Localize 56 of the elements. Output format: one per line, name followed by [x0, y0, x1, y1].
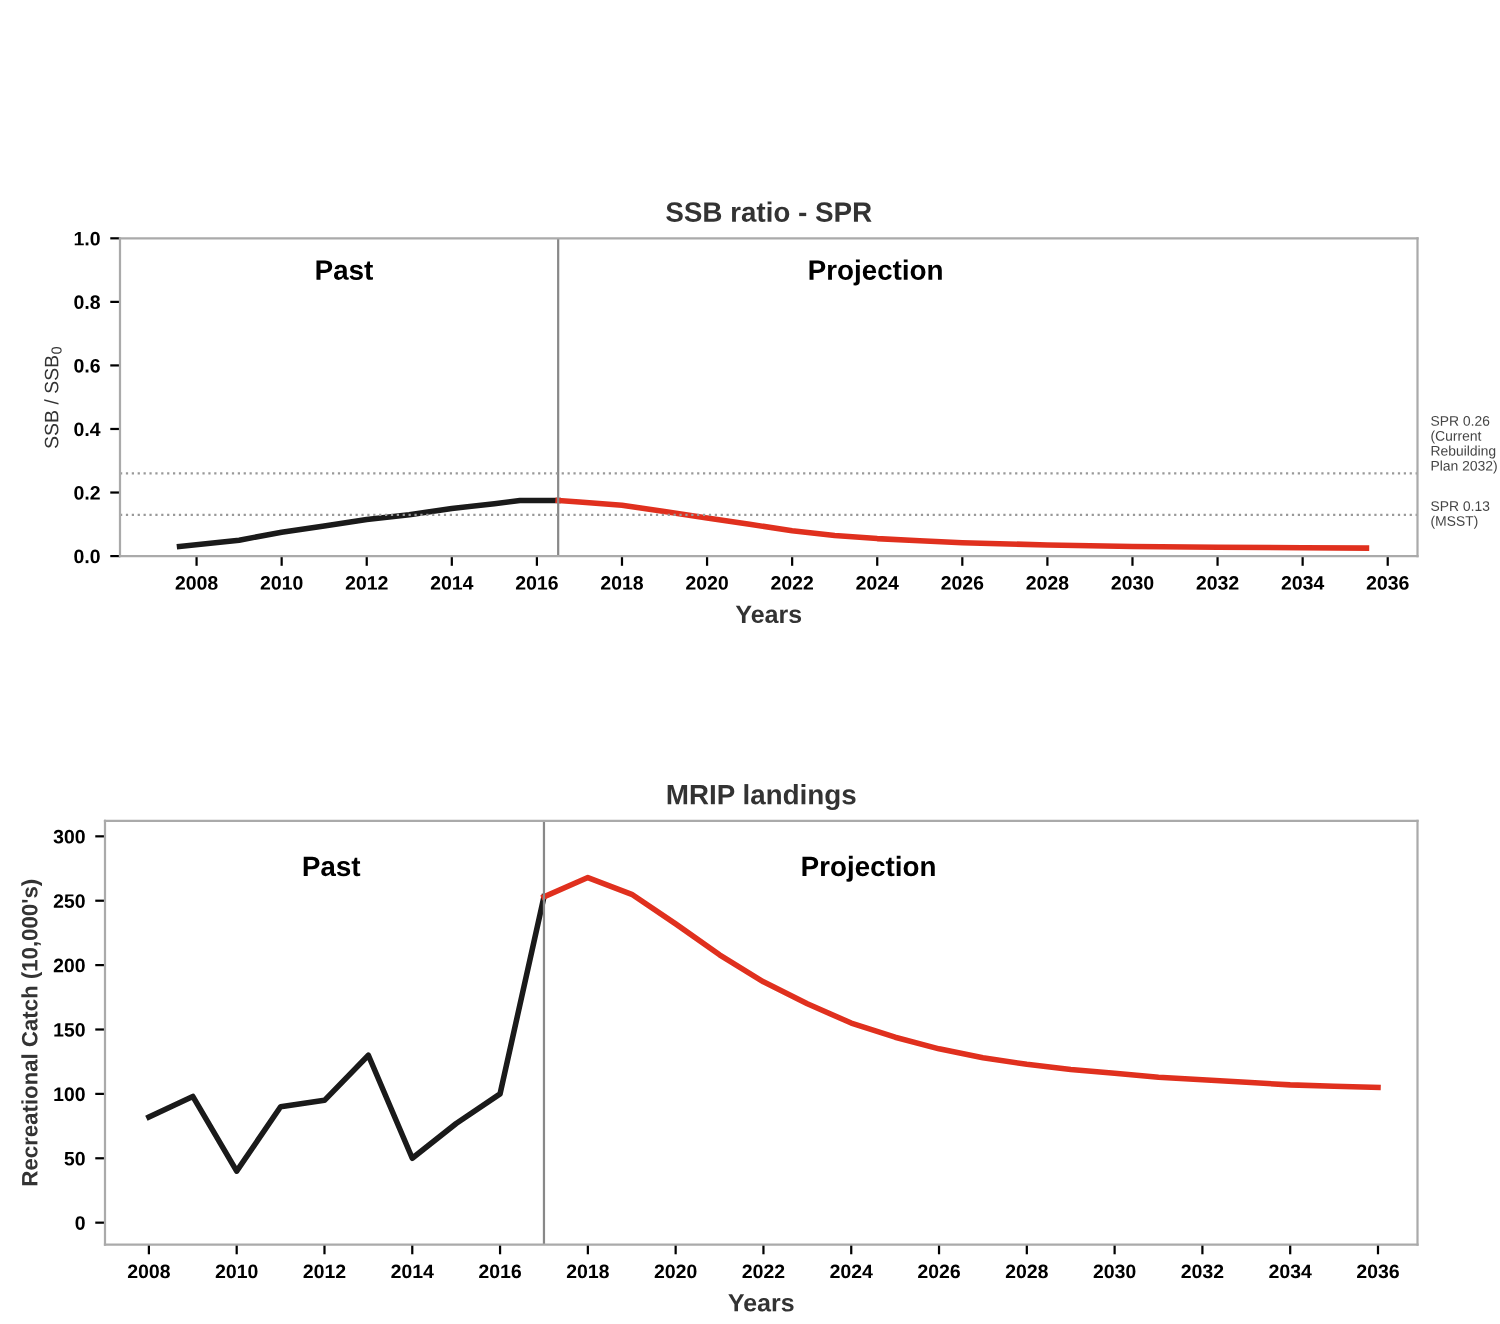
- x-tick-label: 2010: [215, 1264, 258, 1279]
- x-tick-label: 2018: [566, 1264, 609, 1279]
- annotation: Past: [303, 856, 361, 877]
- x-tick-label: 2014: [391, 1264, 434, 1279]
- x-tick-label: 2028: [1026, 576, 1069, 590]
- x-tick-label: 2026: [918, 1264, 960, 1279]
- x-tick-label: 2032: [1196, 576, 1239, 590]
- y-tick-label: 300: [53, 829, 85, 844]
- x-tick-label: 2010: [260, 576, 303, 590]
- x-tick-label: 2034: [1269, 1264, 1312, 1279]
- x-tick-label: 2036: [1357, 1264, 1399, 1279]
- x-tick-label: 2014: [430, 576, 474, 590]
- x-tick-label: 2022: [771, 576, 813, 590]
- y-tick-label: 200: [53, 958, 85, 973]
- line-series: [146, 894, 547, 1174]
- x-tick-label: 2020: [654, 1264, 697, 1279]
- y-tick-label: 0.0: [74, 549, 100, 564]
- y-tick-label: 0: [75, 1216, 85, 1230]
- x-tick-label: 2016: [479, 1264, 521, 1279]
- y-tick-label: 100: [54, 1087, 85, 1102]
- y-tick-label: 1.0: [74, 231, 100, 246]
- x-tick-label: 2016: [515, 576, 558, 590]
- x-tick-label: 2032: [1181, 1264, 1224, 1279]
- x-tick-label: 2008: [175, 576, 218, 590]
- y-tick-label: 0.6: [74, 358, 100, 373]
- x-tick-label: 2036: [1366, 576, 1409, 590]
- y-tick-label: 0.4: [74, 422, 101, 437]
- x-tick-label: 2020: [686, 576, 728, 590]
- x-tick-label: 2022: [742, 1264, 785, 1279]
- chart-title: SSB ratio - SPR: [666, 201, 872, 222]
- y-tick-label: 0.8: [74, 295, 100, 310]
- y-axis-title: SSB / SSB$_{0}$: [44, 346, 62, 449]
- x-tick-label: 2024: [830, 1264, 873, 1279]
- annotation: Projection: [809, 259, 942, 286]
- x-tick-label: 2030: [1111, 576, 1154, 590]
- x-tick-label: 2034: [1281, 576, 1325, 590]
- line-series: [176, 497, 561, 550]
- x-axis-title: Years: [728, 1294, 794, 1312]
- x-tick-label: 2024: [856, 576, 899, 590]
- x-tick-label: 2008: [127, 1264, 170, 1279]
- annotation: Past: [316, 260, 373, 280]
- x-tick-label: 2026: [941, 576, 984, 590]
- x-axis-title: Years: [735, 605, 802, 624]
- y-axis-title: Recreational Catch (10,000's): [21, 879, 43, 1186]
- y-tick-label: 0.2: [74, 486, 100, 500]
- y-tick-label: 50: [64, 1151, 85, 1166]
- chart-title: MRIP landings: [667, 784, 856, 811]
- x-tick-label: 2012: [345, 576, 388, 590]
- y-tick-label: 150: [54, 1022, 85, 1037]
- x-tick-label: 2012: [303, 1264, 346, 1279]
- x-tick-label: 2018: [601, 576, 644, 590]
- y-tick-label: 250: [53, 894, 85, 908]
- line-series: [555, 497, 1370, 551]
- x-tick-label: 2028: [1005, 1264, 1048, 1279]
- x-tick-label: 2030: [1093, 1264, 1136, 1279]
- annotation: Projection: [802, 855, 935, 882]
